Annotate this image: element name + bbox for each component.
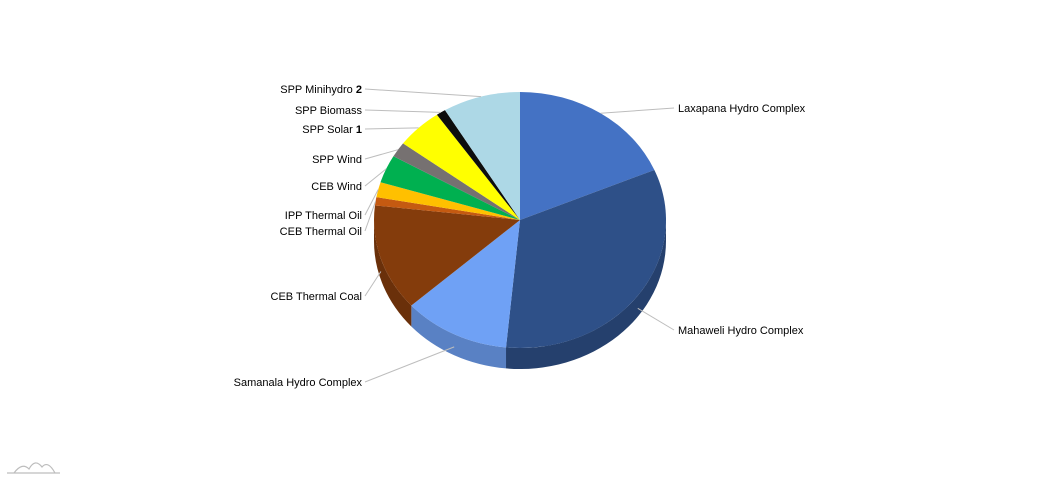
- pie-slice[interactable]: [380, 156, 520, 220]
- leader-line: [364, 88, 482, 98]
- leader-line: [364, 189, 379, 216]
- leader-line: [364, 127, 419, 130]
- slice-labels: Laxapana Hydro Complex Mahaweli Hydro Com…: [234, 84, 806, 389]
- pie-slice[interactable]: [374, 205, 520, 306]
- pie-depth-wall: [506, 220, 666, 369]
- amcharts-logo-icon[interactable]: [7, 462, 60, 474]
- slice-label: CEB Thermal Oil: [280, 226, 362, 238]
- slice-label: Samanala Hydro Complex: [234, 377, 363, 389]
- pie-slices: [374, 92, 666, 348]
- slice-label: CEB Wind: [311, 181, 362, 193]
- leader-line: [364, 201, 377, 232]
- slice-label: SPP Minihydro 2: [280, 84, 362, 96]
- leader-line: [364, 168, 387, 187]
- pie-depth-wall: [411, 305, 507, 369]
- leader-line: [364, 271, 382, 297]
- pie-slice[interactable]: [374, 197, 520, 220]
- pie-slice[interactable]: [403, 114, 520, 220]
- slice-label: Mahaweli Hydro Complex: [678, 325, 804, 337]
- pie-depth: [374, 220, 666, 369]
- pie-slice[interactable]: [393, 143, 520, 220]
- slice-label: SPP Wind: [312, 154, 362, 166]
- pie-slice[interactable]: [436, 110, 520, 220]
- slice-label: IPP Thermal Oil: [285, 210, 362, 222]
- leader-line: [364, 109, 441, 113]
- slice-label: SPP Solar 1: [302, 124, 362, 136]
- pie-slice[interactable]: [376, 182, 520, 220]
- leader-lines: [364, 88, 675, 383]
- pie-depth-wall: [374, 220, 412, 327]
- slice-label: SPP Biomass: [295, 105, 363, 117]
- leader-line: [364, 149, 399, 160]
- leader-line: [600, 107, 675, 114]
- leader-line: [637, 307, 675, 331]
- pie-slice[interactable]: [444, 92, 520, 220]
- pie-slice[interactable]: [411, 220, 520, 348]
- pie-slice[interactable]: [520, 92, 655, 220]
- slice-label: Laxapana Hydro Complex: [678, 103, 806, 115]
- leader-line: [364, 346, 455, 383]
- pie-slice[interactable]: [506, 169, 666, 348]
- slice-label: CEB Thermal Coal: [271, 291, 363, 303]
